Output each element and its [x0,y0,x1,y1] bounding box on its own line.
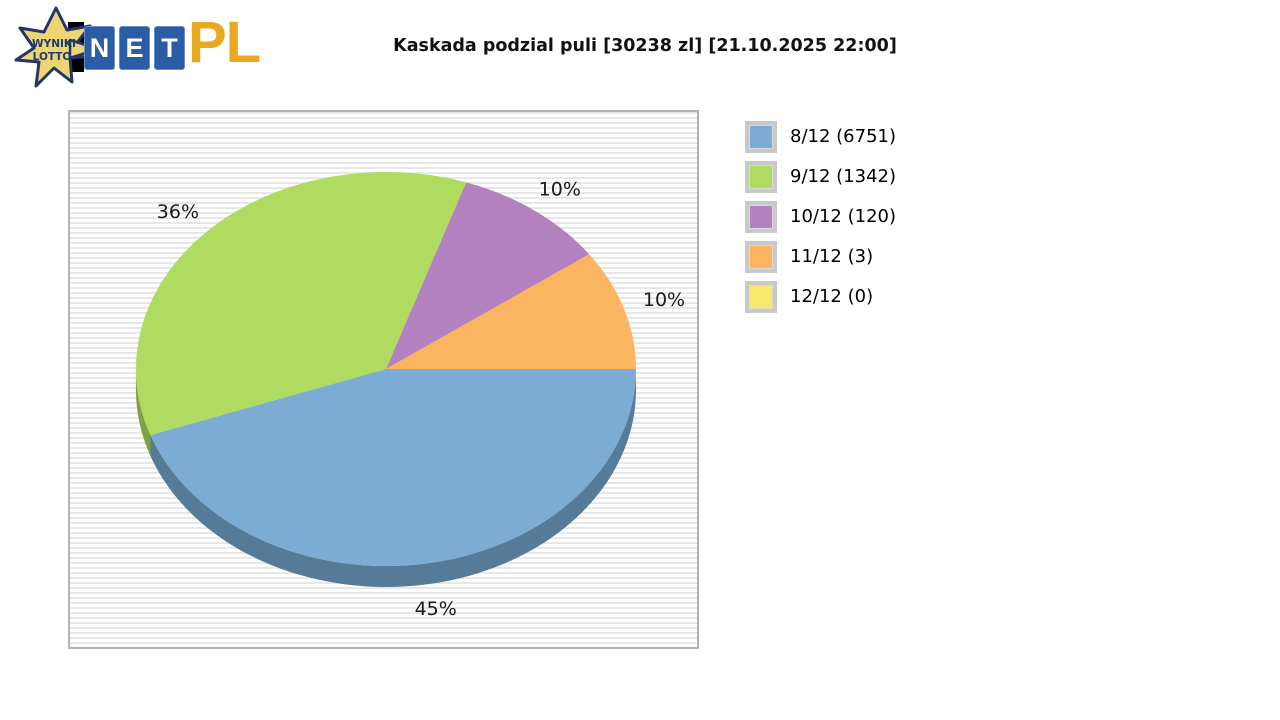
pie-percent-label-11/12: 10% [643,289,685,311]
legend-label-10-12: 10/12 (120) [790,206,896,227]
pie-percent-label-8/12: 45% [415,598,457,620]
logo-pl-text: PL [188,10,261,75]
star-text-wyniki: WYNIKI [32,38,76,50]
legend-item-11-12: 11/12 (3) [745,241,896,273]
pie-slice-10/12 [386,182,590,369]
legend-item-9-12: 9/12 (1342) [745,161,896,193]
legend-swatch-11-12 [745,241,777,273]
pie-side-9/12 [136,369,151,457]
pie-percent-label-10/12: 10% [539,178,581,200]
legend-item-8-12: 8/12 (6751) [745,121,896,153]
chart-legend: 8/12 (6751) 9/12 (1342) 10/12 (120) 11/1… [745,121,896,321]
logo-tile-n: N [84,26,115,70]
legend-swatch-8-12 [745,121,777,153]
legend-swatch-12-12 [745,281,777,313]
legend-label-8-12: 8/12 (6751) [790,126,896,147]
site-logo: WYNIKI LOTTO N E T PL [10,4,290,90]
pie-slice-9/12 [135,171,467,436]
pie-chart: 45% 36% 10% 10% [135,171,685,620]
logo-tile-t: T [154,26,185,70]
star-text-lotto: LOTTO [33,51,72,63]
legend-label-11-12: 11/12 (3) [790,246,874,267]
logo-tile-e: E [119,26,150,70]
pie-percent-label-9/12: 36% [157,201,199,223]
pie-slice-8/12 [150,369,636,567]
page-title: Kaskada podzial puli [30238 zl] [21.10.2… [393,36,897,56]
legend-item-10-12: 10/12 (120) [745,201,896,233]
legend-label-12-12: 12/12 (0) [790,286,874,307]
legend-label-9-12: 9/12 (1342) [790,166,896,187]
legend-swatch-10-12 [745,201,777,233]
pie-slice-11/12 [386,254,636,369]
legend-item-12-12: 12/12 (0) [745,281,896,313]
legend-swatch-9-12 [745,161,777,193]
chart-panel: 45% 36% 10% 10% [68,110,699,649]
